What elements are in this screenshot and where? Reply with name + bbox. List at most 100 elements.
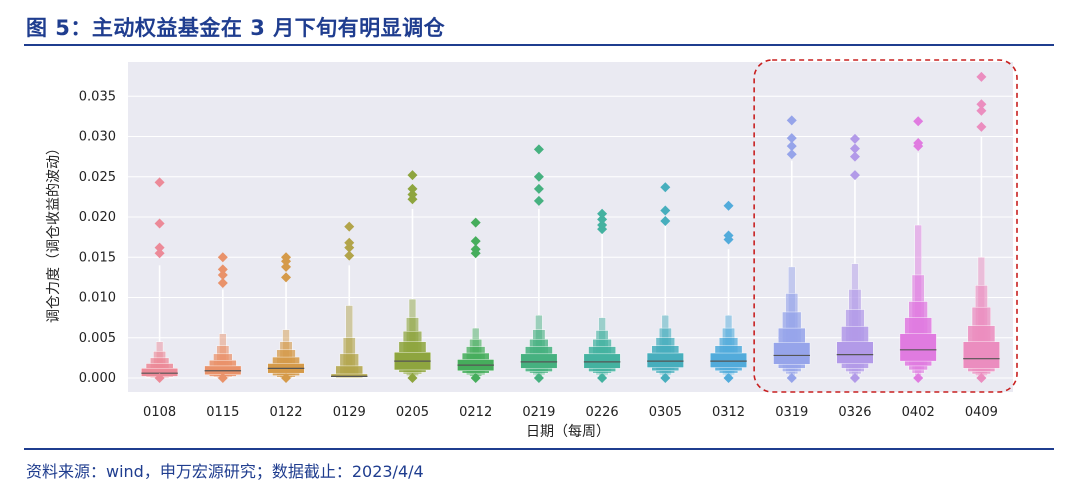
boxen-group	[394, 170, 431, 383]
outlier-point	[217, 252, 228, 263]
outlier-point	[470, 217, 481, 228]
y-tick-label: 0.015	[79, 250, 116, 265]
outlier-point	[407, 373, 418, 383]
outlier-point	[217, 373, 228, 383]
outlier-point	[154, 242, 165, 253]
outlier-point	[913, 137, 924, 148]
boxen-box	[520, 353, 558, 369]
boxen-box	[962, 341, 1000, 369]
outlier-point	[849, 151, 860, 162]
outlier-point	[786, 149, 797, 160]
boxen-box	[899, 333, 937, 362]
boxen-group	[204, 252, 242, 383]
boxen-box	[836, 341, 874, 364]
y-tick-label: 0.035	[79, 89, 116, 104]
boxen-group	[710, 200, 747, 383]
outlier-point	[407, 183, 418, 194]
outlier-point	[281, 373, 292, 383]
y-tick-label: 0.020	[79, 210, 116, 225]
outlier-point	[281, 272, 292, 283]
x-tick-label: 0319	[775, 405, 808, 420]
boxen-box	[710, 352, 747, 368]
footer-rule	[24, 448, 1054, 450]
y-tick-label: 0.025	[79, 170, 116, 185]
outlier-point	[344, 250, 355, 261]
outlier-point	[849, 133, 860, 144]
outlier-point	[976, 105, 987, 116]
highlight-box	[753, 59, 1018, 393]
outlier-point	[407, 189, 418, 200]
title-rule	[24, 44, 1054, 46]
outlier-point	[533, 195, 544, 206]
outlier-point	[786, 133, 797, 144]
boxen-group	[646, 182, 684, 383]
boxen-box	[583, 353, 621, 369]
outlier-point	[597, 373, 608, 383]
boxen-group	[583, 208, 621, 383]
outlier-point	[913, 373, 924, 383]
outlier-point	[849, 373, 860, 383]
x-tick-label: 0205	[396, 405, 429, 420]
outlier-point	[597, 214, 608, 225]
outlier-point	[407, 170, 418, 181]
outlier-point	[976, 121, 987, 132]
boxen-group	[141, 177, 179, 383]
outlier-point	[154, 373, 165, 383]
outlier-point	[913, 116, 924, 127]
boxen-group	[899, 116, 937, 383]
x-tick-label: 0129	[333, 405, 366, 420]
outlier-point	[281, 252, 292, 263]
x-tick-label: 0219	[522, 405, 555, 420]
outlier-point	[597, 220, 608, 231]
outlier-point	[470, 373, 481, 383]
outlier-point	[976, 71, 987, 82]
x-tick-label: 0122	[269, 405, 302, 420]
outlier-point	[849, 143, 860, 154]
outlier-point	[217, 278, 228, 289]
y-tick-label: 0.000	[79, 371, 116, 386]
x-tick-label: 0115	[206, 405, 239, 420]
outlier-point	[533, 171, 544, 182]
outlier-point	[849, 170, 860, 181]
outlier-point	[344, 237, 355, 248]
outlier-point	[660, 216, 671, 227]
outlier-point	[786, 141, 797, 152]
boxen-group	[962, 71, 1000, 383]
outlier-point	[281, 261, 292, 272]
y-tick-label: 0.030	[79, 130, 116, 145]
outlier-point	[786, 373, 797, 383]
x-tick-label: 0305	[649, 405, 682, 420]
outlier-point	[976, 99, 987, 110]
y-tick-label: 0.005	[79, 331, 116, 346]
boxen-group	[773, 115, 811, 383]
y-axis-label: 调仓力度（调仓收益的波动）	[46, 141, 62, 323]
outlier-point	[660, 373, 671, 383]
outlier-point	[723, 373, 734, 383]
boxen-group	[836, 133, 874, 383]
boxen-group	[330, 221, 368, 379]
outlier-point	[533, 144, 544, 155]
source-note: 资料来源：wind，申万宏源研究；数据截止：2023/4/4	[26, 462, 424, 481]
outlier-point	[470, 236, 481, 247]
boxen-box	[773, 342, 811, 365]
x-tick-label: 0212	[459, 405, 492, 420]
outlier-point	[723, 200, 734, 211]
plot-area	[128, 62, 1013, 392]
boxen-group	[457, 217, 495, 383]
outlier-point	[660, 205, 671, 216]
outlier-point	[786, 115, 797, 126]
figure-title: 图 5：主动权益基金在 3 月下旬有明显调仓	[26, 16, 446, 40]
x-axis-label: 日期（每周）	[526, 424, 610, 440]
x-tick-label: 0409	[965, 405, 998, 420]
outlier-point	[976, 373, 987, 383]
outlier-point	[154, 177, 165, 188]
outlier-point	[597, 208, 608, 219]
x-tick-label: 0402	[902, 405, 935, 420]
x-tick-label: 0312	[712, 405, 745, 420]
boxen-box	[330, 373, 368, 378]
outlier-point	[154, 218, 165, 229]
x-tick-label: 0226	[586, 405, 619, 420]
outlier-point	[660, 182, 671, 193]
outlier-point	[217, 269, 228, 280]
outlier-point	[533, 183, 544, 194]
